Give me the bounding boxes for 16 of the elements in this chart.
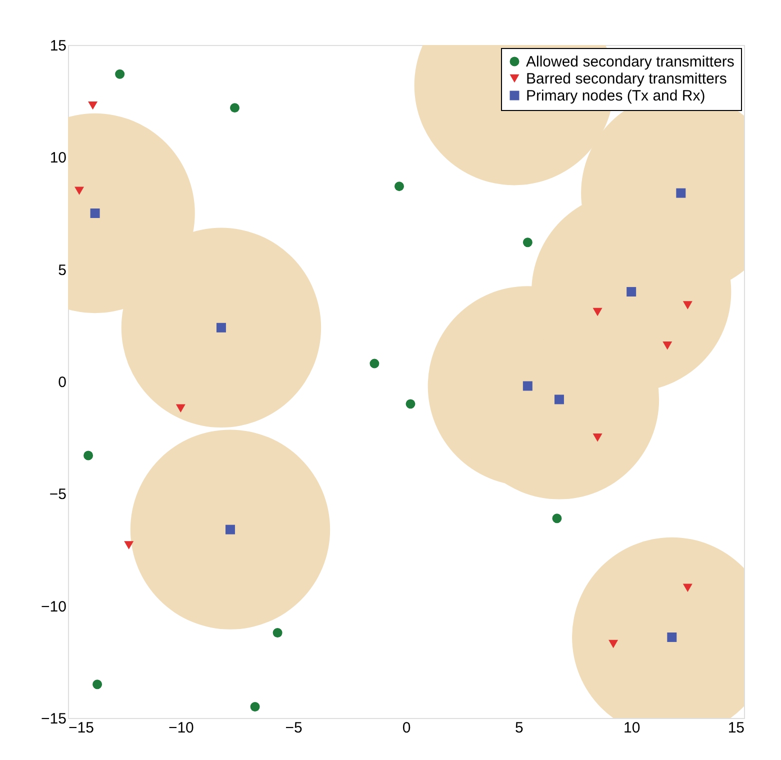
x-tick-label: 5 <box>514 720 524 736</box>
x-tick-label: −5 <box>285 720 302 736</box>
legend-label: Barred secondary transmitters <box>526 70 727 88</box>
x-tick-label: 15 <box>728 720 744 736</box>
legend-label: Allowed secondary transmitters <box>526 54 734 70</box>
legend-label: Primary nodes (Tx and Rx) <box>526 88 706 104</box>
y-tick-label: 0 <box>58 374 66 391</box>
x-tick-label: −10 <box>168 720 194 736</box>
x-tick-label: −15 <box>68 720 94 736</box>
y-tick-label: −5 <box>49 486 66 504</box>
x-tick-label: 0 <box>402 720 411 736</box>
y-tick-label: 15 <box>50 38 66 54</box>
y-tick-label: 10 <box>50 150 66 167</box>
x-tick-label: 10 <box>623 720 640 736</box>
y-tick-label: −10 <box>41 598 66 616</box>
y-tick-label: 5 <box>58 262 66 279</box>
